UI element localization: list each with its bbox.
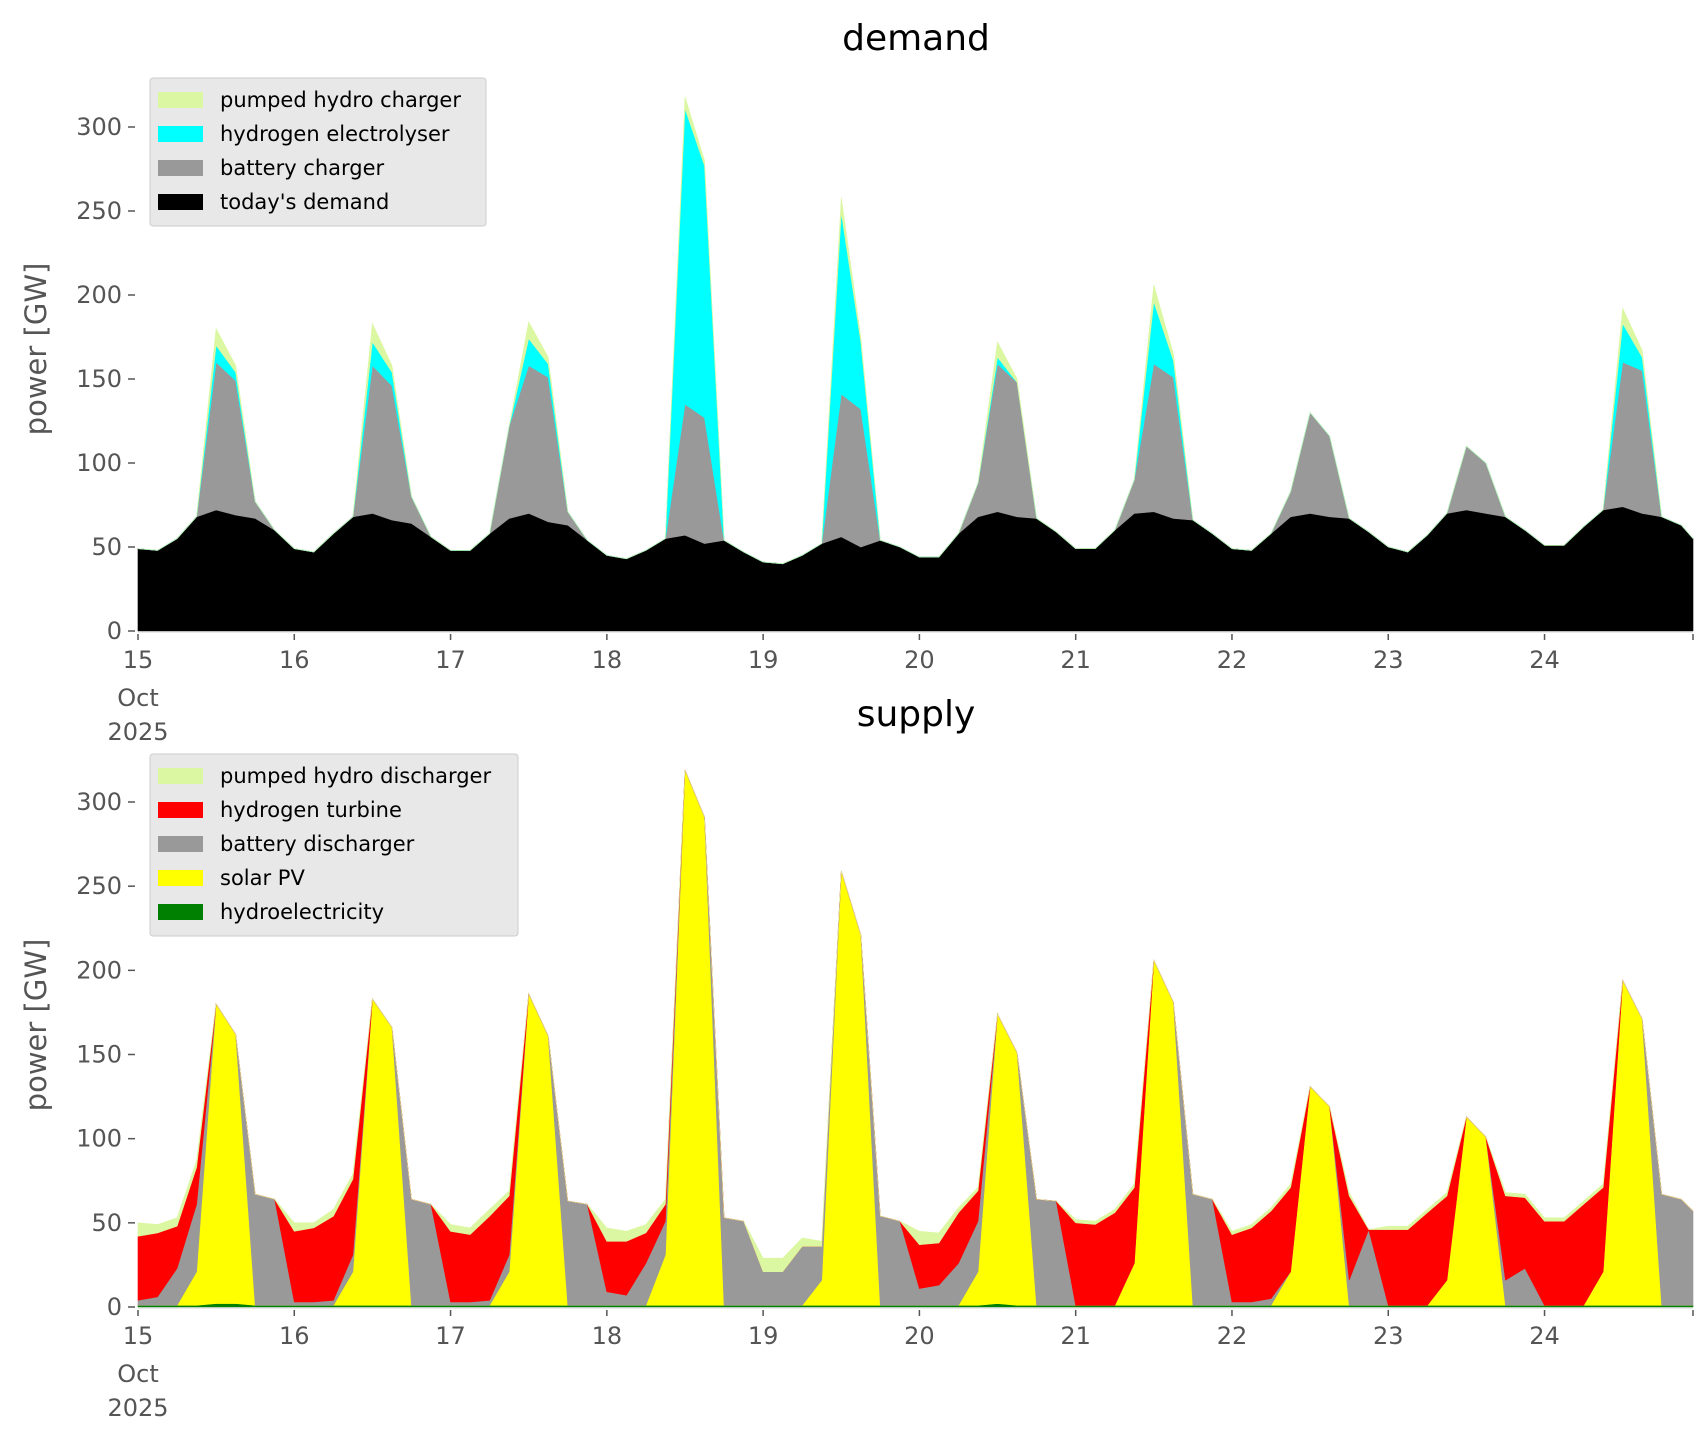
legend-swatch <box>158 126 203 142</box>
x-year-label: 2025 <box>107 1394 168 1422</box>
x-tick-label: 15 <box>123 1322 154 1350</box>
y-tick-label: 150 <box>76 1041 122 1069</box>
legend: pumped hydro charger hydrogen electrolyse… <box>149 77 487 227</box>
x-tick-label: 22 <box>1217 1322 1248 1350</box>
x-tick-label: 20 <box>904 1322 935 1350</box>
x-month-label: Oct <box>117 684 159 712</box>
legend-label: battery discharger <box>220 832 415 856</box>
legend-label: hydroelectricity <box>220 900 384 924</box>
y-tick-label: 50 <box>91 1209 122 1237</box>
legend-label: today's demand <box>220 190 389 214</box>
y-axis-label: power [GW] <box>19 263 53 436</box>
x-tick-label: 17 <box>435 646 466 674</box>
legend-box <box>149 77 487 227</box>
area-layers <box>137 769 1694 1308</box>
legend-swatch <box>158 768 203 784</box>
legend-swatch <box>158 194 203 210</box>
supply-chart: supply 0 50 100 150 200 250 300 15 16 17 18 19 20 21… <box>19 694 1694 1422</box>
x-tick-label: 22 <box>1217 646 1248 674</box>
x-tick-label: 18 <box>592 646 623 674</box>
x-tick-label: 23 <box>1373 1322 1404 1350</box>
x-month-label: Oct <box>117 1360 159 1388</box>
legend-swatch <box>158 870 203 886</box>
legend-swatch <box>158 904 203 920</box>
x-axis: 15 16 17 18 19 20 21 22 23 24 Oct 2025 <box>107 1307 1694 1422</box>
y-tick-label: 200 <box>76 281 122 309</box>
y-axis: 0 50 100 150 200 250 300 <box>76 113 135 645</box>
x-tick-label: 24 <box>1529 646 1560 674</box>
legend-label: hydrogen turbine <box>220 798 402 822</box>
legend-label: battery charger <box>220 156 385 180</box>
y-tick-label: 100 <box>76 449 122 477</box>
y-tick-label: 0 <box>107 617 122 645</box>
x-tick-label: 18 <box>592 1322 623 1350</box>
legend-swatch <box>158 836 203 852</box>
x-tick-label: 21 <box>1060 1322 1091 1350</box>
x-tick-label: 19 <box>748 646 779 674</box>
x-tick-label: 16 <box>279 646 310 674</box>
x-tick-label: 23 <box>1373 646 1404 674</box>
legend-label: pumped hydro charger <box>220 88 461 112</box>
legend-swatch <box>158 802 203 818</box>
y-tick-label: 300 <box>76 788 122 816</box>
y-tick-label: 250 <box>76 872 122 900</box>
area-pumped-hydro-charger <box>137 96 1694 565</box>
chart-title: supply <box>857 694 976 735</box>
demand-chart: demand 0 50 100 150 200 250 300 15 16 17 18 19 20 21… <box>19 18 1694 746</box>
y-tick-label: 200 <box>76 956 122 984</box>
x-axis: 15 16 17 18 19 20 21 22 23 24 Oct 2025 <box>107 631 1694 746</box>
y-axis-label: power [GW] <box>19 939 53 1112</box>
x-tick-label: 20 <box>904 646 935 674</box>
legend-label: pumped hydro discharger <box>220 764 491 788</box>
legend-swatch <box>158 160 203 176</box>
y-tick-label: 300 <box>76 113 122 141</box>
x-tick-label: 19 <box>748 1322 779 1350</box>
x-tick-label: 21 <box>1060 646 1091 674</box>
x-tick-label: 24 <box>1529 1322 1560 1350</box>
y-tick-label: 100 <box>76 1125 122 1153</box>
x-year-label: 2025 <box>107 718 168 746</box>
x-tick-label: 16 <box>279 1322 310 1350</box>
y-tick-label: 0 <box>107 1293 122 1321</box>
y-tick-label: 150 <box>76 365 122 393</box>
y-tick-label: 50 <box>91 533 122 561</box>
legend-box <box>149 753 519 937</box>
area-pumped-hydro-discharger <box>137 769 1694 1272</box>
legend: pumped hydro discharger hydrogen turbine b… <box>149 753 519 937</box>
y-tick-label: 250 <box>76 197 122 225</box>
x-tick-label: 15 <box>123 646 154 674</box>
x-tick-label: 17 <box>435 1322 466 1350</box>
area-layers <box>137 96 1694 632</box>
legend-label: hydrogen electrolyser <box>220 122 450 146</box>
area-today-s-demand <box>137 506 1694 632</box>
y-axis: 0 50 100 150 200 250 300 <box>76 788 135 1321</box>
chart-title: demand <box>842 18 990 59</box>
legend-label: solar PV <box>220 866 305 890</box>
legend-swatch <box>158 92 203 108</box>
